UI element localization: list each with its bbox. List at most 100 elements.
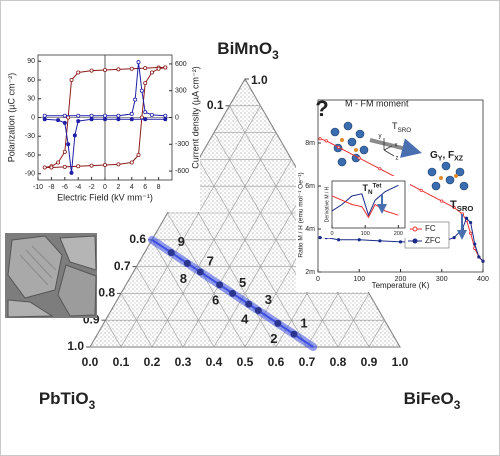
- x-tick-label: -6: [62, 184, 68, 191]
- series-marker: [318, 137, 322, 141]
- sample-label: 6: [212, 292, 219, 307]
- series-marker: [357, 238, 361, 242]
- bottom-tick-label: 0.0: [82, 355, 99, 369]
- x-tick-label: 4: [130, 184, 134, 191]
- y-tick-label: 0: [31, 114, 35, 121]
- sample-point: [167, 249, 175, 257]
- annotation: ?: [315, 96, 328, 121]
- series-marker: [56, 118, 61, 123]
- series-marker: [103, 113, 108, 118]
- series-marker: [477, 255, 481, 259]
- x-tick-label: 0: [330, 231, 333, 237]
- x-axis-title: Temperature (K): [372, 281, 430, 290]
- y2-tick-label: 300: [175, 88, 187, 95]
- grid-line: [198, 159, 308, 348]
- x-tick-label: 0: [316, 276, 320, 283]
- annotation: TSRO: [450, 199, 473, 213]
- x-tick-label: 2: [116, 184, 120, 191]
- series-marker: [143, 117, 148, 122]
- bottom-tick-label: 0.6: [268, 355, 285, 369]
- x-tick-label: 0: [103, 184, 107, 191]
- bottom-tick-label: 0.3: [175, 355, 192, 369]
- y-tick-label: -90: [25, 171, 35, 178]
- series-marker: [419, 188, 423, 192]
- series-marker: [66, 142, 71, 147]
- left-tick-label: 0.6: [129, 232, 146, 246]
- series-marker: [337, 145, 341, 149]
- x-tick-label: -2: [88, 184, 94, 191]
- series-marker: [76, 164, 81, 169]
- legend-label: FC: [425, 224, 436, 233]
- text-part: T: [450, 199, 457, 211]
- y2-tick-label: 0: [175, 114, 179, 121]
- series-marker: [163, 65, 168, 70]
- y2-tick-label: 600: [175, 61, 187, 68]
- x-axis-title: Electric Field (kV mm⁻¹): [57, 192, 153, 202]
- series-marker: [129, 66, 134, 71]
- x-tick-label: 200: [395, 276, 407, 283]
- series-marker: [116, 117, 121, 122]
- sample-label: 5: [239, 275, 246, 290]
- vertex-label: PbTiO3: [39, 389, 96, 412]
- series-marker: [72, 133, 77, 138]
- hysteresis-inset: -10 -8 -6 -4 -2 0 2 4 6 8-90-60-300306090-600-300…: [4, 34, 200, 212]
- sample-label: 1: [300, 316, 307, 331]
- series-marker: [42, 117, 47, 122]
- series-marker: [473, 242, 477, 246]
- text-part: SRO: [398, 127, 412, 134]
- series-marker: [143, 66, 148, 71]
- bottom-tick-label: 0.2: [144, 355, 161, 369]
- bottom-tick-label: 0.1: [113, 355, 130, 369]
- series-marker: [116, 113, 121, 118]
- sample-label: 8: [180, 271, 187, 286]
- magnetization-inset: 0 100 200 300 400 2m 4m 6m 8m Temperature (K) Rati…: [296, 86, 492, 292]
- annotation: GY, FXZ: [430, 150, 464, 163]
- text-part: Tet: [373, 182, 383, 189]
- series-marker: [129, 111, 134, 116]
- series-marker: [149, 112, 154, 117]
- x-tick-label: 8: [157, 184, 161, 191]
- series-marker: [149, 70, 154, 75]
- text-part: G: [430, 150, 438, 161]
- sample-point: [254, 307, 262, 315]
- legend: FC ZFC: [404, 221, 450, 249]
- series-marker: [357, 156, 361, 160]
- grid-line: [120, 293, 153, 348]
- axis-glyph: x: [395, 143, 398, 149]
- series-marker: [440, 199, 444, 203]
- series-marker: [143, 81, 148, 86]
- axis-glyph: y: [379, 134, 382, 140]
- series-marker: [464, 216, 469, 220]
- sample-point: [216, 281, 224, 289]
- series-marker: [398, 240, 403, 244]
- grid-line: [182, 159, 292, 348]
- text-part: T: [362, 183, 368, 193]
- series-marker: [129, 160, 134, 165]
- series-marker: [49, 165, 54, 170]
- sample-label: 9: [178, 234, 185, 249]
- series-marker: [62, 113, 67, 118]
- sample-point: [290, 330, 298, 338]
- y-axis-title: Derivative M / H: [324, 186, 330, 222]
- series-marker: [76, 70, 81, 75]
- sample-point: [229, 289, 237, 297]
- series-marker: [143, 110, 148, 115]
- y-tick-label: 2m: [305, 269, 315, 276]
- y-tick-label: -30: [25, 133, 35, 140]
- series-line: [331, 184, 399, 217]
- sample-label: 4: [241, 312, 249, 327]
- series-marker: [318, 236, 322, 240]
- grid-line: [368, 320, 385, 348]
- series-marker: [378, 239, 382, 243]
- series-marker: [139, 88, 144, 93]
- left-tick-label: 0.8: [98, 286, 115, 300]
- series-marker: [62, 149, 67, 154]
- series-marker: [103, 117, 108, 122]
- derivative-inset: 0 100 200 Derivative M / H TNTet: [322, 176, 410, 238]
- micrograph: [5, 233, 97, 318]
- x-tick-label: -4: [75, 184, 81, 191]
- y2-tick-label: -600: [175, 168, 189, 175]
- y-tick-label: 90: [27, 58, 35, 65]
- series-marker: [133, 97, 138, 102]
